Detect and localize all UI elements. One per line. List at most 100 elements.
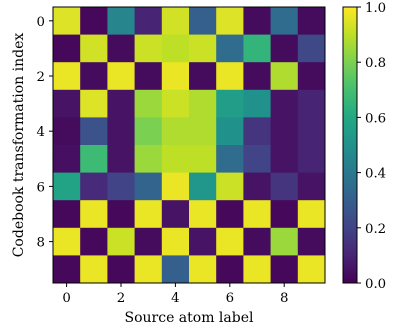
heatmap-cell [243, 34, 271, 63]
heatmap-cell [216, 62, 244, 91]
heatmap-cell [107, 7, 135, 35]
x-tick-label: 4 [171, 291, 179, 306]
heatmap-cell [53, 89, 81, 118]
heatmap-cell [270, 62, 299, 91]
heatmap-cell [189, 89, 217, 118]
heatmap-cell [243, 62, 271, 91]
heatmap-cell [80, 62, 108, 91]
heatmap-cell [297, 62, 326, 91]
heatmap-cell [216, 117, 244, 146]
heatmap-cell [53, 227, 81, 256]
heatmap-cell [297, 227, 326, 256]
heatmap-cell [107, 34, 135, 63]
y-tick-label: 0 [37, 15, 45, 30]
heatmap-cell [161, 117, 190, 146]
heatmap-cell [270, 145, 299, 173]
x-axis-ticks: 0 2 4 6 8 [62, 283, 288, 306]
heatmap-cell [270, 34, 299, 63]
y-axis-ticks: 0 2 4 6 8 [37, 15, 53, 251]
heatmap-cell [107, 117, 135, 146]
heatmap-cell [53, 172, 81, 201]
x-tick-label: 0 [62, 291, 70, 306]
x-tick-label: 6 [226, 291, 234, 306]
heatmap-cell [107, 145, 135, 173]
heatmap-cell [134, 34, 163, 63]
heatmap-cell [134, 7, 163, 35]
heatmap-cell [107, 227, 135, 256]
heatmap-cell [297, 34, 326, 63]
colorbar-tick-label: 1.0 [365, 1, 386, 16]
heatmap-cell [270, 200, 299, 229]
heatmap-cell [80, 200, 108, 229]
heatmap-cell [243, 200, 271, 229]
heatmap-cell [270, 172, 299, 201]
heatmap-cell [297, 89, 326, 118]
y-tick-label: 2 [37, 70, 45, 85]
colorbar-tick-label: 0.6 [365, 111, 386, 126]
heatmap-cell [189, 62, 217, 91]
plot-frame [52, 6, 326, 284]
heatmap-cell [134, 200, 163, 229]
heatmap-cell [297, 172, 326, 201]
heatmap-cell [53, 255, 81, 284]
heatmap-cell [189, 200, 217, 229]
y-tick-label: 6 [37, 180, 45, 195]
heatmap-cell [243, 172, 271, 201]
heatmap-cell [107, 89, 135, 118]
heatmap-cell [53, 7, 81, 35]
heatmap-cell [270, 7, 299, 35]
heatmap-cell [107, 200, 135, 229]
heatmap-cell [134, 145, 163, 173]
heatmap-cell [161, 34, 190, 63]
heatmap-cell [270, 227, 299, 256]
heatmap-cell [107, 62, 135, 91]
y-axis-label: Codebook transformation index [11, 33, 27, 258]
y-tick-label: 4 [37, 125, 45, 140]
heatmap-cell [243, 89, 271, 118]
heatmap-cell [243, 7, 271, 35]
heatmap-cell [134, 255, 163, 284]
heatmap-cell [161, 200, 190, 229]
heatmap-cell [107, 255, 135, 284]
heatmap-cell [53, 200, 81, 229]
heatmap-cells [53, 7, 326, 284]
heatmap-cell [243, 227, 271, 256]
heatmap-cell [161, 145, 190, 173]
heatmap-cell [216, 89, 244, 118]
heatmap-cell [216, 255, 244, 284]
heatmap-cell [80, 172, 108, 201]
heatmap-cell [53, 117, 81, 146]
heatmap-cell [270, 89, 299, 118]
heatmap-cell [297, 255, 326, 284]
heatmap-cell [297, 200, 326, 229]
heatmap-cell [270, 255, 299, 284]
y-tick-label: 8 [37, 236, 45, 251]
heatmap-cell [243, 255, 271, 284]
heatmap-cell [189, 7, 217, 35]
heatmap-cell [216, 145, 244, 173]
heatmap-cell [80, 89, 108, 118]
heatmap-cell [134, 227, 163, 256]
heatmap-cell [161, 62, 190, 91]
heatmap-cell [216, 172, 244, 201]
heatmap-cell [80, 117, 108, 146]
heatmap-cell [297, 7, 326, 35]
heatmap-cell [107, 172, 135, 201]
heatmap-cell [189, 34, 217, 63]
heatmap-cell [134, 117, 163, 146]
x-tick-label: 2 [117, 291, 125, 306]
heatmap-cell [161, 227, 190, 256]
colorbar-tick-label: 0.4 [365, 167, 386, 182]
heatmap-cell [134, 172, 163, 201]
colorbar-tick-label: 0.0 [365, 277, 386, 292]
heatmap-cell [216, 200, 244, 229]
heatmap-cell [80, 145, 108, 173]
heatmap-cell [270, 117, 299, 146]
colorbar-ticks: 0.0 0.2 0.4 0.6 0.8 1.0 [357, 1, 386, 292]
heatmap-cell [189, 145, 217, 173]
heatmap-cell [53, 62, 81, 91]
heatmap-cell [53, 145, 81, 173]
heatmap-cell [161, 7, 190, 35]
colorbar-tick-label: 0.8 [365, 56, 386, 71]
